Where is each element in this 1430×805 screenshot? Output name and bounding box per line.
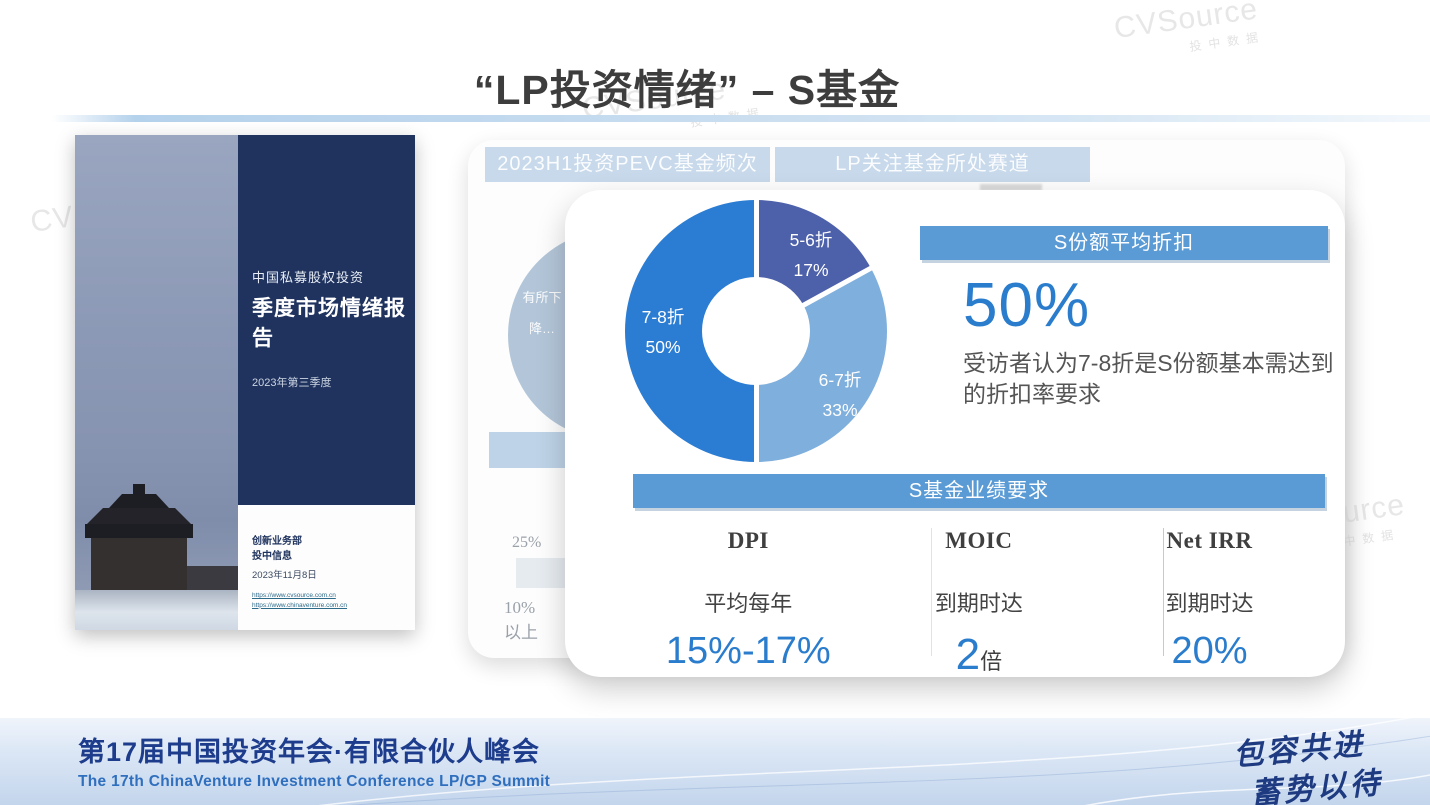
metric-value: 20% — [1171, 630, 1248, 672]
metric-value: 2倍 — [955, 630, 1003, 679]
footer-band: 第17届中国投资年会·有限合伙人峰会 The 17th ChinaVenture… — [0, 718, 1430, 805]
cover-title: 季度市场情绪报告 — [252, 297, 406, 350]
perf-col-moic: MOIC 到期时达 2倍 — [864, 520, 1095, 679]
metric-name: Net IRR — [1166, 528, 1253, 553]
conference-title-block: 第17届中国投资年会·有限合伙人峰会 The 17th ChinaVenture… — [78, 730, 550, 791]
metric-condition: 到期时达 — [1165, 591, 1254, 616]
cvsource-watermark-text: CVSource — [1112, 0, 1260, 46]
discount-big-value: 50% — [963, 271, 1091, 340]
slice-label-7-8: 7-8折 50% — [641, 307, 685, 357]
conference-title-en: The 17th ChinaVenture Investment Confere… — [78, 773, 551, 790]
column-divider — [1163, 528, 1164, 656]
cover-photo-forbidden-city — [75, 135, 238, 630]
report-cover: 中国私募股权投资 季度市场情绪报告 2023年第三季度 创新业务部 投中信息 2… — [75, 135, 415, 630]
faded-small-label — [980, 184, 1042, 191]
cover-organization: 投中信息 — [252, 550, 292, 562]
discount-description: 受访者认为7-8折是S份额基本需达到的折扣率要求 — [963, 350, 1334, 408]
cover-navy-panel: 中国私募股权投资 季度市场情绪报告 2023年第三季度 — [238, 135, 415, 505]
cover-white-panel: 创新业务部 投中信息 2023年11月8日 https://www.cvsour… — [238, 505, 415, 630]
slice-label-5-6: 5-6折 17% — [789, 230, 833, 280]
donut-hole — [702, 277, 810, 385]
metric-condition: 到期时达 — [934, 591, 1023, 616]
column-divider — [931, 528, 932, 656]
calligraphy-stamp: 包容共进 蓄势以待 — [1231, 718, 1385, 805]
faded-tick-10-plus: 10% 以上 — [504, 598, 538, 642]
faded-tick-25: 25% — [512, 534, 542, 551]
discount-header-banner: S份额平均折扣 — [920, 226, 1328, 260]
watermark-subtext: 投中数据 — [1188, 29, 1266, 55]
performance-columns: DPI 平均每年 15%-17% MOIC 到期时达 2倍 Net IRR 到期… — [633, 520, 1325, 679]
metric-name: DPI — [727, 528, 769, 553]
slice-label-6-7: 6-7折 33% — [818, 370, 862, 420]
faded-pie-label: 有所下 降… — [522, 290, 562, 337]
metric-value: 15%-17% — [665, 630, 831, 672]
cover-department: 创新业务部 — [252, 536, 302, 547]
cover-kicker: 中国私募股权投资 — [252, 270, 365, 285]
faded-bar — [516, 558, 568, 588]
title-underline — [52, 115, 1430, 122]
cover-link-cvsource[interactable]: https://www.cvsource.com.cn — [252, 592, 336, 599]
s-fund-card: 5-6折 17% 6-7折 33% 7-8折 50% S份额平均折扣 50% 受… — [565, 190, 1345, 679]
footer-decorative-lines — [318, 718, 1430, 805]
bg-tab-lp-tracks: LP关注基金所处赛道 — [775, 147, 1090, 182]
performance-header-banner: S基金业绩要求 — [633, 474, 1325, 508]
cover-date: 2023年11月8日 — [252, 570, 317, 581]
cover-period: 2023年第三季度 — [252, 377, 332, 389]
conference-title-cn: 第17届中国投资年会·有限合伙人峰会 — [78, 737, 541, 767]
metric-name: MOIC — [945, 528, 1013, 553]
perf-col-dpi: DPI 平均每年 15%-17% — [633, 520, 864, 672]
metric-condition: 平均每年 — [704, 591, 793, 616]
perf-col-netirr: Net IRR 到期时达 20% — [1094, 520, 1325, 672]
discount-donut: 5-6折 17% 6-7折 33% 7-8折 50% — [625, 200, 887, 462]
cover-link-chinaventure[interactable]: https://www.chinaventure.com.cn — [252, 601, 348, 609]
bg-tab-pevc-frequency: 2023H1投资PEVC基金频次 — [485, 147, 770, 182]
page-title: “LP投资情绪” – S基金 — [473, 67, 901, 113]
